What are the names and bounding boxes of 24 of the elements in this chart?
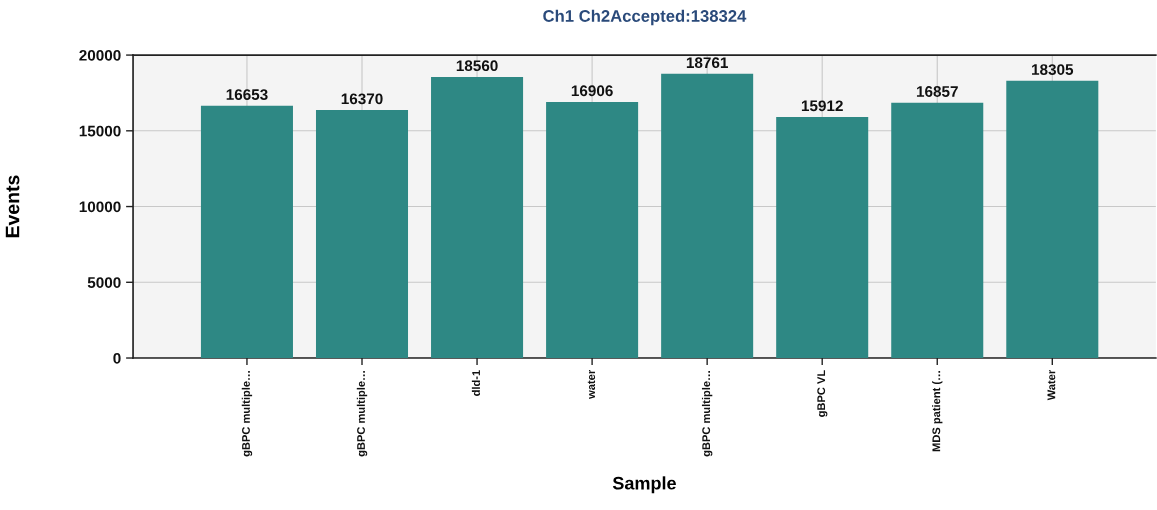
- y-tick-label: 10000: [79, 201, 121, 213]
- data-label: 16906: [571, 85, 613, 97]
- y-tick-label: 15000: [79, 125, 121, 137]
- data-label: 16653: [226, 89, 268, 100]
- x-tick-label: gBPC multiple…: [701, 371, 713, 457]
- x-tick-label: MDS patient (…: [932, 371, 943, 452]
- x-tick-label: water: [587, 369, 596, 399]
- x-tick-label: gBPC multiple…: [241, 371, 253, 457]
- y-tick-label: 20000: [79, 49, 121, 61]
- data-label: 16857: [916, 86, 958, 97]
- data-label: 18305: [1032, 64, 1074, 75]
- x-tick-label: gBPC VL: [817, 370, 828, 417]
- x-tick-label: gBPC multiple…: [356, 371, 368, 457]
- x-axis-title: Sample: [612, 476, 676, 494]
- x-tick-label: Water: [1047, 369, 1056, 401]
- data-label: 15912: [801, 100, 843, 112]
- data-label: 16370: [341, 93, 383, 105]
- chart-title: Ch1 Ch2Accepted:138324: [543, 9, 747, 26]
- y-tick-label: 0: [113, 352, 121, 364]
- y-tick-label: 5000: [87, 277, 121, 288]
- x-tick-label: dld-1: [471, 370, 481, 396]
- data-label: 18761: [686, 57, 728, 69]
- data-label: 18560: [456, 60, 498, 72]
- y-axis-title: Events: [5, 175, 20, 238]
